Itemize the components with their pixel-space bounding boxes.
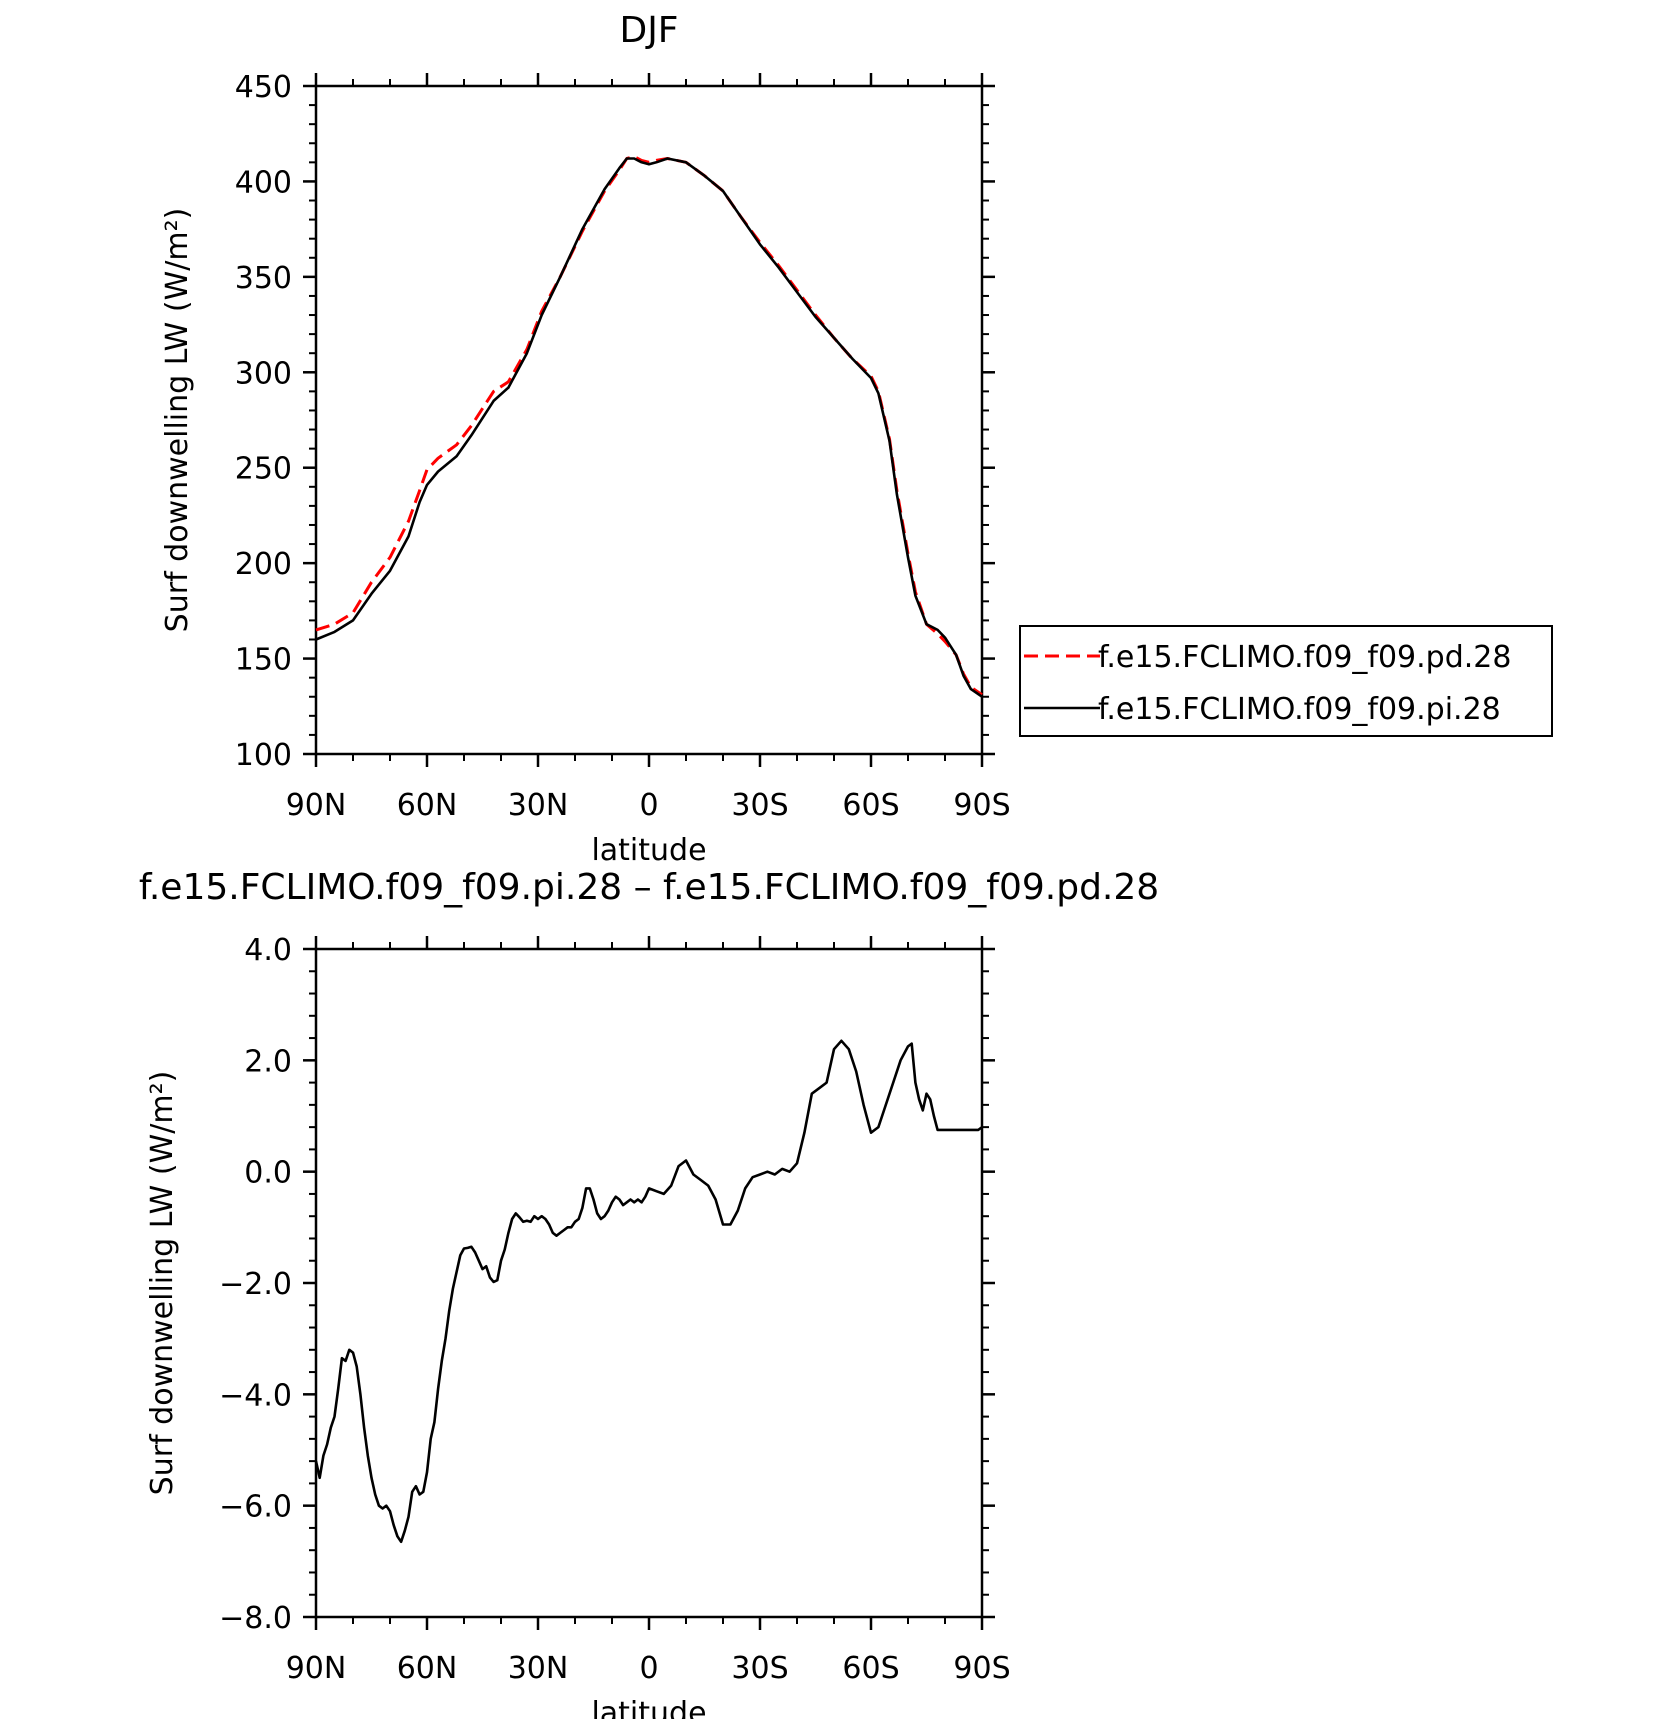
x-axis-label: latitude [591,1696,706,1719]
legend-box [1019,625,1553,737]
y-tick-label: −6.0 [219,1490,292,1525]
x-tick-label: 90N [286,1651,347,1686]
y-tick-label: 0.0 [244,1156,292,1191]
x-tick-label: 0 [639,1651,658,1686]
x-tick-label: 30N [508,1651,569,1686]
x-axis-label: latitude [591,833,706,868]
y-tick-label: 100 [235,738,292,773]
y-tick-label: −8.0 [219,1601,292,1636]
x-tick-label: 60N [397,1651,458,1686]
x-tick-label: 30N [508,788,569,823]
legend-entry: f.e15.FCLIMO.f09_f09.pi.28 [1098,692,1501,727]
y-tick-label: 200 [235,547,292,582]
bottom-chart-panel: f.e15.FCLIMO.f09_f09.pi.28 – f.e15.FCLIM… [139,867,1159,1719]
y-tick-label: 450 [235,70,292,105]
x-tick-label: 30S [731,1651,788,1686]
y-tick-label: −2.0 [219,1267,292,1302]
x-tick-label: 30S [731,788,788,823]
x-tick-label: 90S [953,788,1010,823]
chart-title: DJF [619,10,678,51]
series-line-1 [315,155,983,697]
y-axis-label: Surf downwelling LW (W/m²) [145,1071,180,1496]
plot-frame [314,84,984,756]
y-tick-label: 2.0 [244,1044,292,1079]
x-tick-label: 90S [953,1651,1010,1686]
legend-entry: f.e15.FCLIMO.f09_f09.pd.28 [1098,640,1511,675]
x-tick-label: 60S [842,1651,899,1686]
series-line-1 [314,1039,983,1544]
x-tick-label: 60N [397,788,458,823]
plot-frame [314,947,984,1619]
top-chart-panel: DJF 90N 60N 30N 0 30S 60S 90S 100 150 200 250 300 350… [160,10,1553,868]
series-line-2 [315,157,983,698]
y-tick-label: 250 [235,452,292,487]
x-tick-label: 0 [639,788,658,823]
chart-title: f.e15.FCLIMO.f09_f09.pi.28 – f.e15.FCLIM… [139,867,1159,908]
x-tick-label: 60S [842,788,899,823]
y-tick-label: 4.0 [244,933,292,968]
y-tick-label: 350 [235,261,292,296]
legend: f.e15.FCLIMO.f09_f09.pd.28 f.e15.FCLIMO.f… [1019,625,1553,737]
y-tick-label: 300 [235,356,292,391]
y-tick-label: 400 [235,165,292,200]
y-tick-label: 150 [235,643,292,678]
y-axis-label: Surf downwelling LW (W/m²) [160,208,195,633]
y-tick-label: −4.0 [219,1378,292,1413]
x-tick-label: 90N [286,788,347,823]
